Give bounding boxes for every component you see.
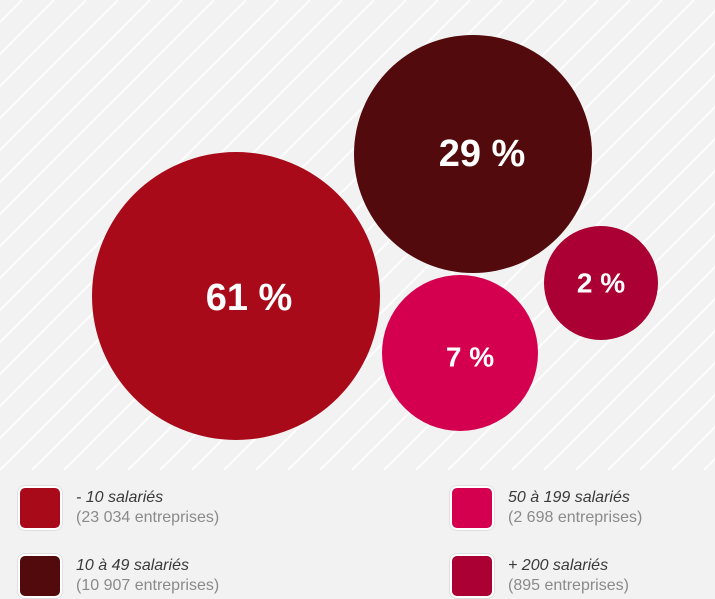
background-stripe <box>0 0 279 280</box>
bubble-medium <box>382 275 538 431</box>
bubble-label-large: 2 % <box>577 268 625 299</box>
background-stripe <box>0 0 151 152</box>
bubble-micro <box>92 152 380 440</box>
background-stripe <box>607 361 715 471</box>
background-stripe <box>0 0 215 216</box>
background-stripe <box>0 0 311 312</box>
background-stripe <box>575 329 715 471</box>
bubble-label-medium: 7 % <box>446 342 494 373</box>
background-stripe <box>0 0 87 88</box>
background-stripe <box>0 0 119 120</box>
bubble-label-small: 29 % <box>439 133 526 175</box>
background-stripe <box>0 0 183 184</box>
bubble-small <box>354 35 592 273</box>
background-stripe <box>479 233 715 471</box>
bubble-large <box>544 226 658 340</box>
bubble-label-micro: 61 % <box>206 277 293 319</box>
background-stripe <box>511 265 715 471</box>
background-stripe <box>0 0 247 248</box>
background-stripe <box>543 297 715 471</box>
